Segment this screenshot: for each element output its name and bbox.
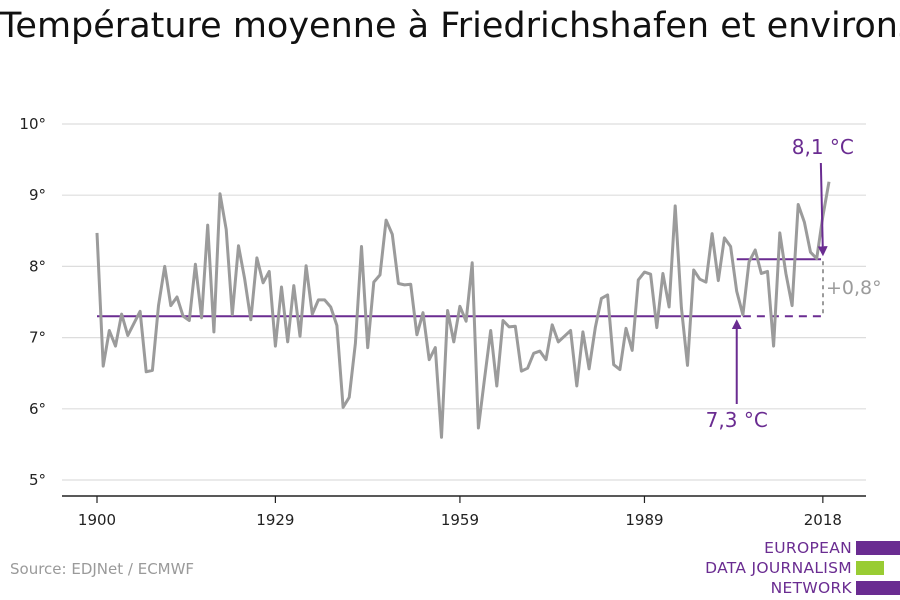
logo-text: EUROPEAN DATA JOURNALISM NETWORK: [705, 538, 852, 598]
x-axis: 1900 1929 1959 1989 2018: [62, 495, 866, 529]
logo-bar-middle: [856, 561, 884, 575]
source-note: Source: EDJNet / ECMWF: [10, 560, 195, 578]
logo-line-2: DATA JOURNALISM: [705, 559, 852, 577]
y-tick-label-8: 8°: [29, 257, 46, 275]
temperature-series-line: [95, 181, 831, 439]
annotations: 7,3 °C 8,1 °C +0,8°: [706, 135, 882, 432]
logo-line-3: NETWORK: [770, 579, 852, 597]
edjnet-logo[interactable]: EUROPEAN DATA JOURNALISM NETWORK: [700, 538, 900, 598]
x-tick-label-2018: 2018: [804, 511, 842, 529]
x-tick-label-1900: 1900: [78, 511, 116, 529]
x-tick-label-1959: 1959: [441, 511, 479, 529]
logo-bar-bottom: [856, 581, 900, 595]
label-8-1: 8,1 °C: [792, 135, 854, 159]
y-tick-label-10: 10°: [19, 115, 46, 133]
logo-bar-top: [856, 541, 900, 555]
chart-title: Température moyenne à Friedrichshafen et…: [0, 6, 900, 46]
label-7-3: 7,3 °C: [706, 408, 768, 432]
series-layer: [95, 181, 831, 439]
y-tick-label-7: 7°: [29, 329, 46, 347]
arrow-to-8-1: [817, 162, 828, 257]
y-tick-label-6: 6°: [29, 400, 46, 418]
difference-label: +0,8°: [826, 277, 882, 299]
x-tick-label-1929: 1929: [256, 511, 294, 529]
y-tick-label-9: 9°: [29, 186, 46, 204]
y-axis-ticks: 5° 6° 7° 8° 9° 10°: [19, 115, 46, 489]
logo-line-1: EUROPEAN: [764, 539, 852, 557]
x-tick-label-1989: 1989: [625, 511, 663, 529]
y-tick-label-5: 5°: [29, 471, 46, 489]
